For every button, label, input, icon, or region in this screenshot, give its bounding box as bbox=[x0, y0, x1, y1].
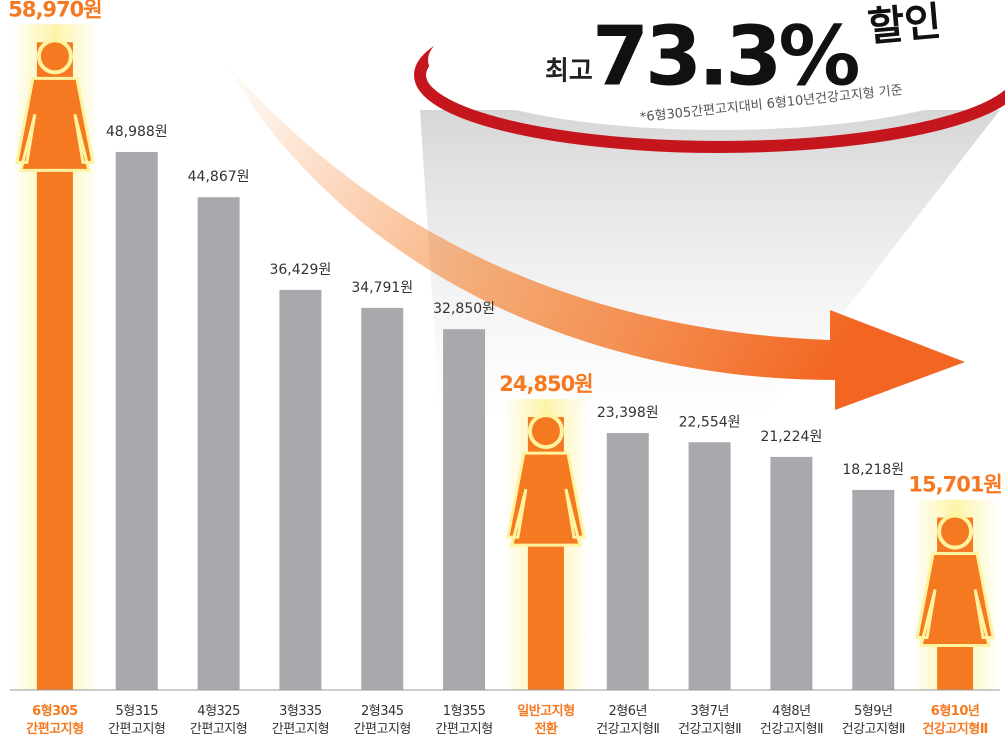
x-tick-label: 4형325 간편고지형 bbox=[174, 703, 264, 739]
x-tick-label: 5형315 간편고지형 bbox=[92, 703, 182, 739]
value-label: 21,224원 bbox=[760, 429, 822, 445]
x-tick-label: 5형9년 건강고지형Ⅱ bbox=[828, 703, 918, 739]
bar bbox=[689, 442, 731, 690]
value-label: 24,850원 bbox=[499, 372, 592, 396]
x-tick-label: 3형335 간편고지형 bbox=[255, 703, 345, 739]
headline-suffix: 할인 bbox=[866, 0, 943, 51]
x-tick-label: 6형10년 건강고지형Ⅱ bbox=[910, 703, 1000, 739]
x-tick-label: 일반고지형 전환 bbox=[501, 703, 591, 739]
bar bbox=[443, 329, 485, 690]
value-label: 44,867원 bbox=[188, 169, 250, 185]
bar bbox=[361, 308, 403, 690]
headline-number: 73.3% bbox=[592, 9, 858, 104]
value-label: 58,970원 bbox=[8, 0, 101, 21]
person-head bbox=[39, 40, 71, 72]
value-label: 23,398원 bbox=[597, 405, 659, 421]
headline-prefix: 최고 bbox=[545, 57, 593, 87]
bar bbox=[198, 197, 240, 690]
x-tick-label: 6형305 간편고지형 bbox=[10, 703, 100, 739]
chart: 최고 73.3% 할인 *6형305간편고지대비 6형10년건강고지형 기준 5… bbox=[0, 0, 1005, 742]
value-label: 32,850원 bbox=[433, 301, 495, 317]
value-label: 34,791원 bbox=[351, 280, 413, 296]
value-label: 18,218원 bbox=[842, 462, 904, 478]
decoration: 최고 73.3% 할인 *6형305간편고지대비 6형10년건강고지형 기준 bbox=[222, 0, 1005, 420]
bar bbox=[852, 490, 894, 690]
x-tick-label: 2형6년 건강고지형Ⅱ bbox=[583, 703, 673, 739]
bar bbox=[607, 433, 649, 690]
x-tick-label: 4형8년 건강고지형Ⅱ bbox=[746, 703, 836, 739]
value-label: 48,988원 bbox=[106, 124, 168, 140]
person-head bbox=[939, 516, 971, 548]
bar bbox=[116, 152, 158, 690]
value-label: 22,554원 bbox=[679, 414, 741, 430]
x-tick-label: 1형355 간편고지형 bbox=[419, 703, 509, 739]
bar bbox=[770, 457, 812, 690]
person-head bbox=[530, 415, 562, 447]
x-tick-label: 2형345 간편고지형 bbox=[337, 703, 427, 739]
bar bbox=[279, 290, 321, 690]
value-label: 36,429원 bbox=[269, 262, 331, 278]
value-label: 15,701원 bbox=[908, 473, 1001, 497]
page: 최고 73.3% 할인 *6형305간편고지대비 6형10년건강고지형 기준 5… bbox=[0, 0, 1005, 742]
x-tick-label: 3형7년 건강고지형Ⅱ bbox=[665, 703, 755, 739]
